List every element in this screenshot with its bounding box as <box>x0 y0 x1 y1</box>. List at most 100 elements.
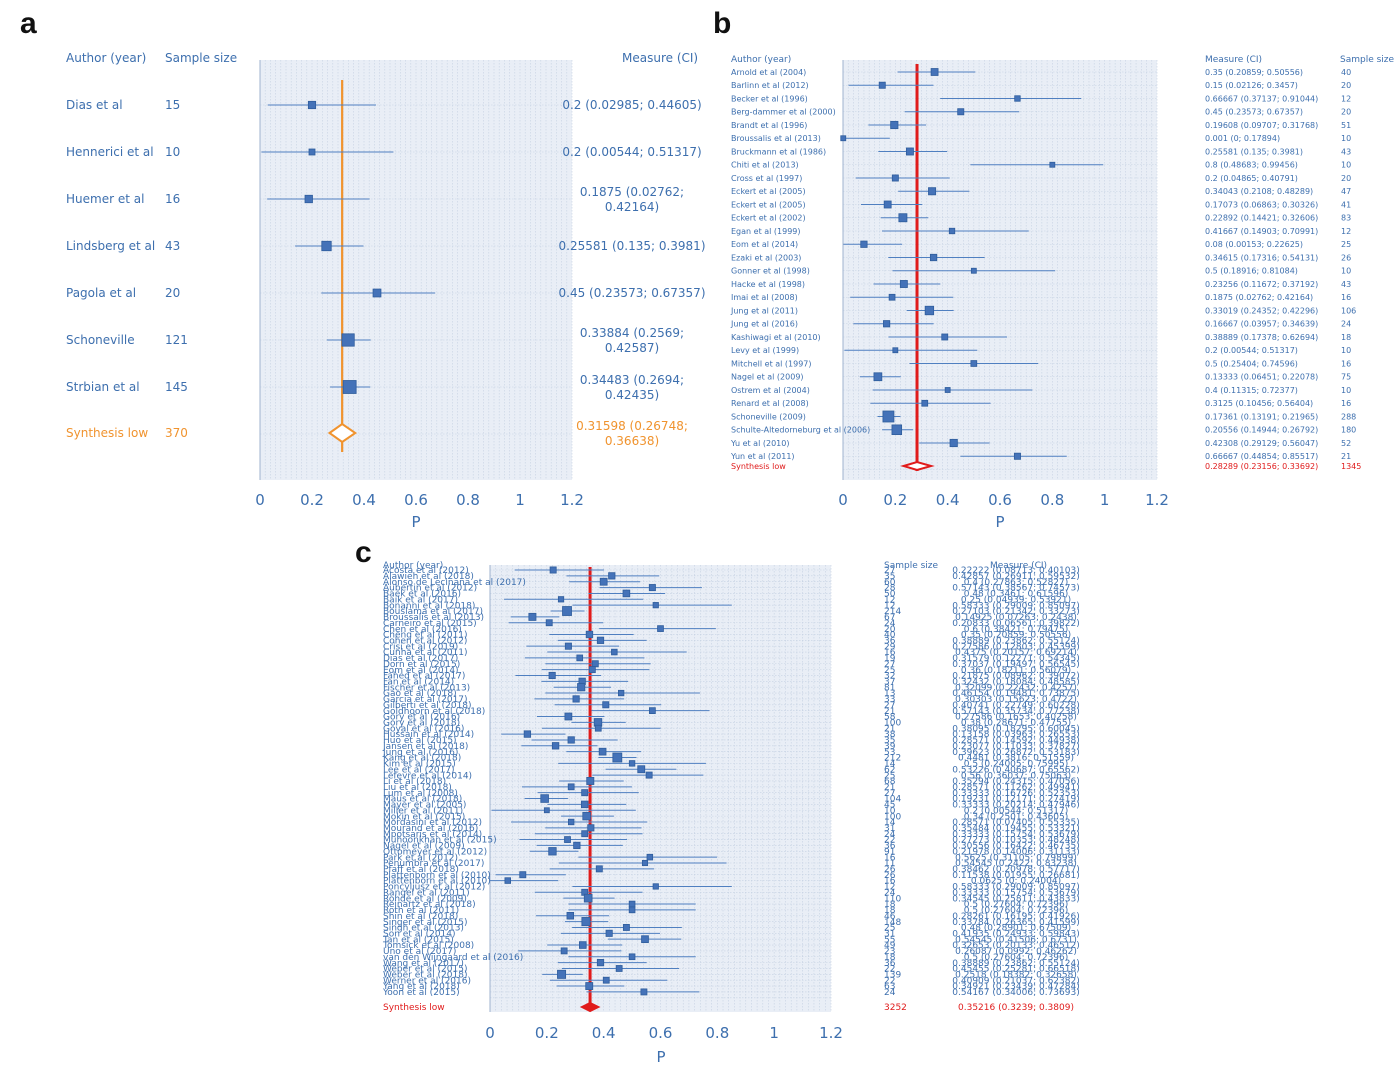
study-measure-ci: 0.13158 (0.03963; 0.26553) <box>952 730 1079 740</box>
study-measure-ci: 0.34545 (0.25811; 0.43833) <box>952 894 1079 904</box>
point-estimate-marker <box>637 765 646 774</box>
study-author-label: Goyal et al (2016) <box>383 724 464 734</box>
study-sample-size: 12 <box>884 595 895 605</box>
synthesis-label: Synthesis low <box>731 462 786 471</box>
study-author-label: Imai et al (2008) <box>731 293 798 302</box>
study-author-label: Mourand et al (2016) <box>383 824 478 834</box>
study-author-label: Lee et al (2017) <box>383 765 455 775</box>
study-sample-size: 63 <box>884 982 895 992</box>
study-author-label: Eom et al (2014) <box>383 666 459 676</box>
study-measure-ci: 0.08 (0.00153; 0.22625) <box>1205 240 1303 249</box>
point-estimate-marker <box>564 642 572 650</box>
study-sample-size: 29 <box>884 642 896 652</box>
study-author-label: Brandt et al (1996) <box>731 121 807 130</box>
study-measure-ci: 0.2518 (0.18382; 0.32658) <box>955 970 1077 980</box>
point-estimate-marker <box>948 227 956 235</box>
study-measure-ci: 0.2 (0.00544; 0.51317) <box>562 145 701 159</box>
study-sample-size: 16 <box>165 192 180 206</box>
point-estimate-marker <box>304 194 313 204</box>
study-measure-ci: 0.22222 (0.08713; 0.40103) <box>952 566 1079 576</box>
study-measure-ci: 0.34043 (0.2108; 0.48289) <box>1205 187 1313 196</box>
study-measure-ci: 0.34615 (0.17316; 0.54131) <box>1205 253 1318 262</box>
point-estimate-marker <box>612 752 623 763</box>
point-estimate-marker <box>599 577 608 586</box>
point-estimate-marker <box>587 824 595 832</box>
study-author-label: Uno et al (2017) <box>383 947 456 957</box>
point-estimate-marker <box>321 240 332 252</box>
x-tick-label: 1.2 <box>560 491 584 509</box>
study-author-label: Lum et al (2008) <box>383 789 458 799</box>
study-author-label: Maus et al (2018) <box>383 795 462 805</box>
point-estimate-marker <box>560 947 568 955</box>
study-measure-ci: 0.41667 (0.14903; 0.70991) <box>1205 227 1318 236</box>
point-estimate-marker <box>583 893 593 903</box>
x-tick-label: 0 <box>485 1024 495 1042</box>
study-sample-size: 81 <box>884 683 895 693</box>
study-sample-size: 21 <box>884 783 895 793</box>
study-author-label: Broussalis et al (2013) <box>383 613 484 623</box>
study-author-label: Baek et al (2016) <box>383 590 461 600</box>
study-sample-size: 25 <box>884 924 895 934</box>
study-measure-ci: 0.48 (0.28901; 0.67509) <box>961 924 1071 934</box>
point-estimate-marker <box>1014 95 1021 102</box>
study-sample-size: 104 <box>884 795 901 805</box>
study-measure-ci: 0.42587) <box>605 341 659 355</box>
x-tick-label: 0 <box>838 491 848 509</box>
panel-c-forest-plot: 0 0.2 0.4 0.6 0.8 1 1.2 Acosta et al (2012) 27 0.… <box>382 565 1080 1042</box>
study-author-label: Eckert et al (2005) <box>731 200 806 209</box>
study-sample-size: 288 <box>1341 412 1356 421</box>
point-estimate-marker <box>586 776 595 785</box>
study-sample-size: 18 <box>884 900 896 910</box>
study-measure-ci: 0.35484 (0.19455; 0.53321) <box>952 824 1079 834</box>
study-sample-size: 41 <box>1341 200 1351 209</box>
study-sample-size: 58 <box>884 713 896 723</box>
study-measure-ci: 0.20556 (0.14944; 0.26792) <box>1205 426 1318 435</box>
point-estimate-marker <box>641 935 649 944</box>
point-estimate-marker <box>504 877 512 884</box>
study-sample-size: 20 <box>1341 81 1351 90</box>
study-measure-ci: 0.36 (0.18211; 0.56079) <box>961 666 1071 676</box>
study-sample-size: 145 <box>165 380 188 394</box>
study-author-label: Son et al (2014) <box>383 929 456 939</box>
point-estimate-marker <box>891 174 899 182</box>
study-measure-ci: 0.22892 (0.14421; 0.32606) <box>1205 214 1318 223</box>
study-author-label: Jung et al (2016) <box>382 748 458 758</box>
study-author-label: Hussain et al (2014) <box>383 730 474 740</box>
study-sample-size: 18 <box>884 906 896 916</box>
point-estimate-marker <box>640 988 648 996</box>
study-sample-size: 110 <box>884 894 901 904</box>
study-measure-ci: 0.32432 (0.18084; 0.48585) <box>952 677 1079 687</box>
study-sample-size: 38 <box>884 730 896 740</box>
synthesis-measure-ci: 0.35216 (0.3239; 0.3809) <box>958 1003 1074 1013</box>
synthesis-diamond <box>327 422 358 444</box>
study-author-label: Mokin et al (2015) <box>383 812 465 822</box>
point-estimate-marker <box>641 859 649 867</box>
study-measure-ci: 0.11538 (0.01955; 0.26681) <box>952 871 1079 881</box>
study-measure-ci: 0.6 (0.38421; 0.79475) <box>964 625 1069 635</box>
study-measure-ci: 0.16667 (0.03957; 0.34639) <box>1205 320 1318 329</box>
point-estimate-marker <box>564 836 571 843</box>
study-sample-size: 40 <box>884 631 896 641</box>
study-author-label: Park et al (2012) <box>383 853 458 863</box>
x-tick-label: 0.6 <box>988 491 1012 509</box>
point-estimate-marker <box>582 811 591 821</box>
study-measure-ci: 0.66667 (0.44854; 0.85517) <box>1205 452 1318 461</box>
point-estimate-marker <box>891 424 903 435</box>
x-tick-label: 0.4 <box>936 491 960 509</box>
panel-c-x-axis-label: P <box>656 1048 665 1066</box>
panel-b-x-axis-label: P <box>995 513 1004 531</box>
study-measure-ci: 0.17073 (0.06863; 0.30326) <box>1205 200 1318 209</box>
synthesis-measure-ci: 0.28289 (0.23156; 0.33692) <box>1205 462 1318 471</box>
study-author-label: Aubertin et al (2012) <box>383 584 477 594</box>
study-measure-ci: 0.35 (0.20859; 0.50556) <box>961 631 1071 641</box>
panel-a-forest-plot: 0 0.2 0.4 0.6 0.8 1 1.2 Dias et al 15 0.2 (0.0298… <box>66 60 706 509</box>
study-sample-size: 27 <box>884 660 895 670</box>
x-tick-label: 0.2 <box>883 491 907 509</box>
study-sample-size: 16 <box>1341 399 1351 408</box>
point-estimate-marker <box>576 654 584 662</box>
synthesis-measure-ci: 0.36638) <box>605 434 659 448</box>
study-author-label: Egan et al (1999) <box>731 227 801 236</box>
study-sample-size: 10 <box>165 145 180 159</box>
study-sample-size: 27 <box>884 566 895 576</box>
study-measure-ci: 0.56 (0.36037; 0.75063) <box>961 771 1071 781</box>
